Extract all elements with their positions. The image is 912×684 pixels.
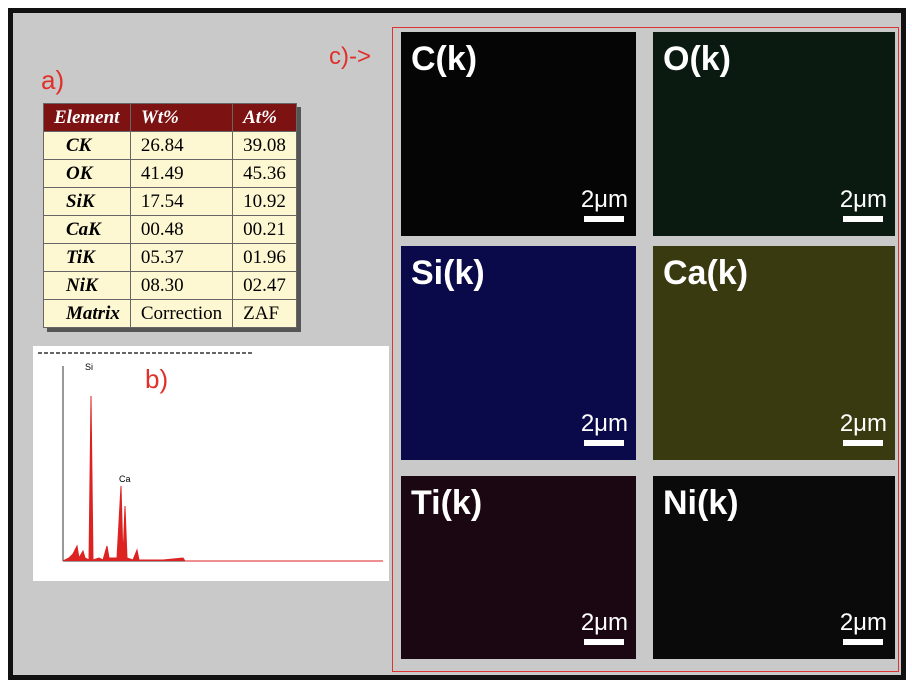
scale-line (843, 216, 883, 222)
scale-text: 2μm (840, 186, 887, 214)
scale-line (584, 440, 624, 446)
scale-line (584, 639, 624, 645)
scale-text: 2μm (581, 186, 628, 214)
scale-bar: 2μm (581, 609, 628, 645)
table-cell: 01.96 (233, 244, 297, 272)
map-label: Si(k) (411, 254, 485, 293)
peak-label: Ca (119, 474, 131, 484)
scale-bar: 2μm (840, 186, 887, 222)
table-cell: ZAF (233, 300, 297, 328)
element-map: Si(k) 2μm (401, 246, 636, 460)
spectrum-plot: Si Ca (33, 346, 389, 581)
table-cell: Matrix (44, 300, 131, 328)
table-cell: Correction (130, 300, 232, 328)
scale-bar: 2μm (840, 609, 887, 645)
panel-label: c)-> (329, 43, 371, 71)
scale-line (843, 440, 883, 446)
scale-text: 2μm (581, 410, 628, 438)
element-map: C(k) 2μm (401, 32, 636, 236)
element-map: Ca(k) 2μm (653, 246, 895, 460)
spectrum-trace (63, 396, 383, 561)
table-cell: 00.48 (130, 216, 232, 244)
table-cell: 00.21 (233, 216, 297, 244)
table-cell: SiK (44, 188, 131, 216)
table-cell: OK (44, 160, 131, 188)
scale-bar: 2μm (840, 410, 887, 446)
scale-text: 2μm (840, 609, 887, 637)
table-cell: NiK (44, 272, 131, 300)
scale-bar: 2μm (581, 186, 628, 222)
map-label: C(k) (411, 40, 477, 79)
header-cell: At% (233, 104, 297, 132)
element-map: Ti(k) 2μm (401, 476, 636, 659)
table-cell: 05.37 (130, 244, 232, 272)
table-cell: 45.36 (233, 160, 297, 188)
table-cell: 02.47 (233, 272, 297, 300)
map-label: Ca(k) (663, 254, 748, 293)
element-map: Ni(k) 2μm (653, 476, 895, 659)
table-cell: TiK (44, 244, 131, 272)
table-cell: 17.54 (130, 188, 232, 216)
table-cell: 08.30 (130, 272, 232, 300)
table-cell: CK (44, 132, 131, 160)
map-label: Ti(k) (411, 484, 482, 523)
panel-label: b) (145, 364, 168, 395)
table-cell: 41.49 (130, 160, 232, 188)
header-cell: Wt% (130, 104, 232, 132)
page: a) ElementWt%At%CK26.8439.08OK41.4945.36… (0, 0, 912, 684)
scale-text: 2μm (581, 609, 628, 637)
header-cell: Element (44, 104, 131, 132)
map-label: O(k) (663, 40, 731, 79)
table-cell: 39.08 (233, 132, 297, 160)
table-cell: CaK (44, 216, 131, 244)
table-cell: 26.84 (130, 132, 232, 160)
scale-line (584, 216, 624, 222)
scale-bar: 2μm (581, 410, 628, 446)
scale-text: 2μm (840, 410, 887, 438)
element-map: O(k) 2μm (653, 32, 895, 236)
map-label: Ni(k) (663, 484, 739, 523)
scale-line (843, 639, 883, 645)
peak-label: Si (85, 362, 93, 372)
panel-label: a) (41, 65, 64, 96)
table-cell: 10.92 (233, 188, 297, 216)
spectrum: Si Ca b) (33, 346, 389, 581)
